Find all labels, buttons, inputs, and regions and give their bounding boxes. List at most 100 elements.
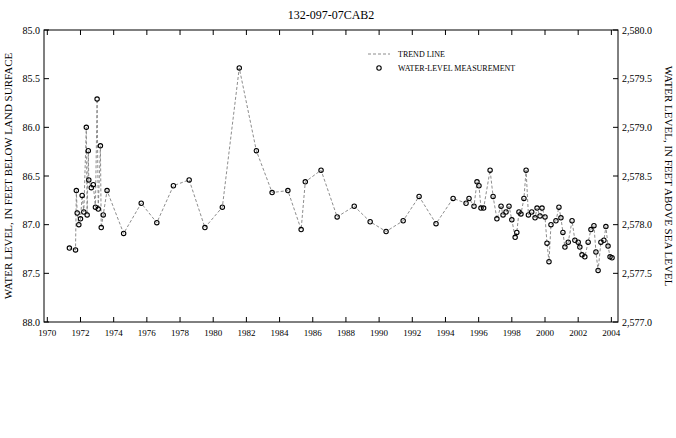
measurement-point: [535, 206, 539, 210]
measurement-point: [368, 220, 372, 224]
y2-tick-label: 2,580.0: [622, 25, 652, 36]
measurement-point: [576, 240, 580, 244]
measurement-point: [286, 188, 290, 192]
legend-swatch: [377, 66, 381, 70]
measurement-point: [570, 219, 574, 223]
x-tick-label: 1970: [38, 328, 57, 338]
x-tick-label: 2002: [569, 328, 587, 338]
x-tick: [611, 30, 612, 35]
measurement-point: [604, 224, 608, 228]
measurement-point: [77, 222, 81, 226]
measurement-point: [75, 211, 79, 215]
measurement-point: [220, 205, 224, 209]
measurement-point: [121, 231, 125, 235]
y-tick: [44, 273, 49, 274]
measurement-point: [86, 148, 90, 152]
x-tick: [445, 30, 446, 35]
measurement-point: [549, 222, 553, 226]
chart-title: 132-097-07CAB2: [288, 8, 375, 22]
measurement-point: [335, 215, 339, 219]
measurement-point: [352, 204, 356, 208]
measurement-point: [554, 219, 558, 223]
measurement-point: [87, 178, 91, 182]
measurement-point: [451, 196, 455, 200]
measurement-point: [139, 201, 143, 205]
y2-tick: [613, 127, 618, 128]
x-tick: [545, 317, 546, 322]
x-tick-label: 1976: [138, 328, 157, 338]
x-tick: [312, 30, 313, 35]
measurement-point: [488, 168, 492, 172]
legend-swatch: [368, 54, 390, 55]
measurement-point: [481, 206, 485, 210]
measurement-point: [596, 268, 600, 272]
y2-tick: [613, 224, 618, 225]
measurement-point: [522, 196, 526, 200]
x-tick: [511, 30, 512, 35]
x-tick-label: 1998: [503, 328, 522, 338]
measurement-point: [510, 218, 514, 222]
measurement-point: [254, 148, 258, 152]
x-tick-label: 1994: [436, 328, 455, 338]
x-tick: [379, 30, 380, 35]
measurement-point: [507, 204, 511, 208]
x-tick: [345, 317, 346, 322]
measurement-point: [319, 168, 323, 172]
x-tick-label: 1988: [337, 328, 356, 338]
y-tick: [44, 322, 49, 323]
legend-label: WATER-LEVEL MEASUREMENT: [398, 64, 515, 73]
y2-tick-label: 2,579.0: [622, 122, 652, 133]
measurement-point: [559, 216, 563, 220]
plot-marks: [67, 66, 614, 273]
measurement-point: [98, 144, 102, 148]
measurement-point: [434, 221, 438, 225]
measurement-point: [85, 213, 89, 217]
y2-tick-label: 2,578.5: [622, 171, 652, 182]
x-tick-label: 1978: [171, 328, 190, 338]
measurement-point: [303, 180, 307, 184]
measurement-point: [80, 193, 84, 197]
measurement-point: [524, 168, 528, 172]
y2-tick-label: 2,577.0: [622, 317, 652, 328]
measurement-point: [547, 259, 551, 263]
y2-tick: [613, 78, 618, 79]
measurement-point: [543, 215, 547, 219]
measurement-point: [299, 227, 303, 231]
measurement-point: [606, 244, 610, 248]
x-tick: [478, 30, 479, 35]
x-tick: [113, 30, 114, 35]
measurement-point: [464, 201, 468, 205]
x-tick-label: 1972: [71, 328, 89, 338]
measurement-point: [96, 207, 100, 211]
measurement-point: [105, 188, 109, 192]
x-tick: [312, 317, 313, 322]
y2-tick: [613, 322, 618, 323]
x-tick: [246, 317, 247, 322]
x-tick-label: 1986: [304, 328, 323, 338]
chart-container: 132-097-07CAB219701972197419761978198019…: [0, 0, 676, 438]
y-tick-label: 87.5: [23, 268, 41, 279]
measurement-point: [540, 206, 544, 210]
x-tick: [146, 30, 147, 35]
y2-tick: [613, 273, 618, 274]
plot-frame: [44, 30, 618, 322]
measurement-point: [566, 240, 570, 244]
measurement-point: [538, 214, 542, 218]
measurement-point: [78, 217, 82, 221]
y2-tick-label: 2,579.5: [622, 73, 652, 84]
measurement-point: [67, 246, 71, 250]
measurement-point: [99, 225, 103, 229]
measurement-point: [73, 248, 77, 252]
x-tick: [213, 317, 214, 322]
measurement-point: [203, 225, 207, 229]
x-tick: [279, 30, 280, 35]
x-tick: [279, 317, 280, 322]
measurement-point: [557, 205, 561, 209]
y-tick-label: 86.5: [23, 171, 41, 182]
measurement-point: [561, 230, 565, 234]
measurement-point: [74, 188, 78, 192]
x-tick-label: 1996: [470, 328, 489, 338]
measurement-point: [563, 245, 567, 249]
y-tick-label: 85.5: [23, 73, 41, 84]
x-tick: [545, 30, 546, 35]
